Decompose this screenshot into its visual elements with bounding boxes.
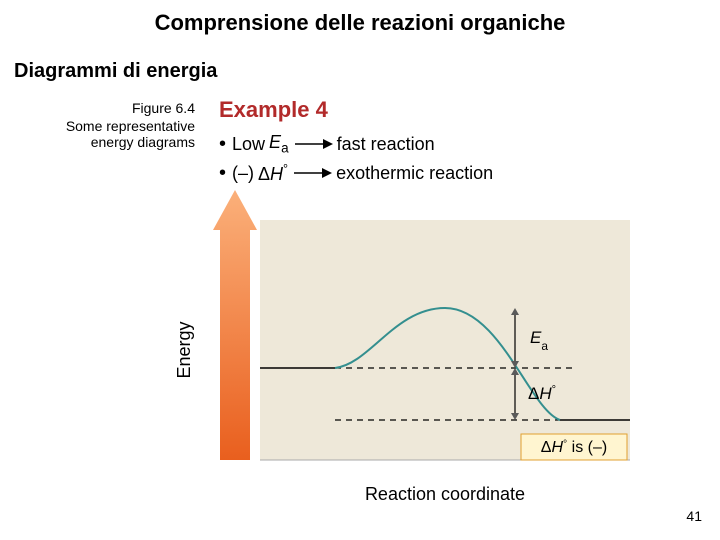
arrow-right-icon (293, 137, 333, 151)
bullet1-a: a (281, 141, 289, 156)
bullet-line-1: • Low Ea fast reaction (219, 130, 493, 158)
bullet1-left: Low (232, 132, 265, 156)
bullet-list: • Low Ea fast reaction • (–) ΔH° exother… (219, 130, 493, 189)
bullet1-E: E (269, 132, 281, 152)
svg-text:Energy: Energy (174, 321, 194, 378)
figure-caption: Some representative energy diagrams (20, 118, 195, 150)
bullet2-delta: Δ (258, 164, 270, 184)
page-title: Comprensione delle reazioni organiche (0, 10, 720, 36)
section-heading: Diagrammi di energia (14, 60, 217, 83)
bullet-dot-icon: • (219, 163, 226, 183)
page-number: 41 (686, 508, 702, 524)
bullet1-right: fast reaction (337, 132, 435, 156)
bullet2-left: (–) (232, 161, 254, 185)
example-heading: Example 4 (219, 97, 328, 123)
bullet2-H: H (270, 164, 283, 184)
svg-text:Reaction coordinate: Reaction coordinate (365, 484, 525, 504)
bullet1-Ea: Ea (269, 130, 289, 158)
energy-diagram: EnergyReaction coordinateEaΔH°ΔH° is (–) (220, 190, 660, 510)
svg-text:ΔH° is (–): ΔH° is (–) (541, 439, 607, 457)
figure-number: Figure 6.4 (20, 100, 195, 116)
arrow-right-icon (292, 166, 332, 180)
bullet-line-2: • (–) ΔH° exothermic reaction (219, 161, 493, 186)
bullet-dot-icon: • (219, 134, 226, 154)
figure-caption-block: Figure 6.4 Some representative energy di… (20, 100, 195, 150)
bullet2-circ: ° (283, 162, 288, 176)
bullet2-right: exothermic reaction (336, 161, 493, 185)
bullet2-dH: ΔH° (258, 161, 288, 186)
